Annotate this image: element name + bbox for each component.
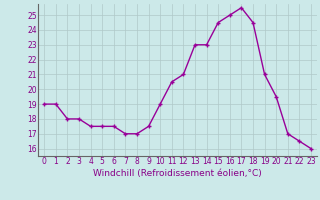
X-axis label: Windchill (Refroidissement éolien,°C): Windchill (Refroidissement éolien,°C) [93,169,262,178]
